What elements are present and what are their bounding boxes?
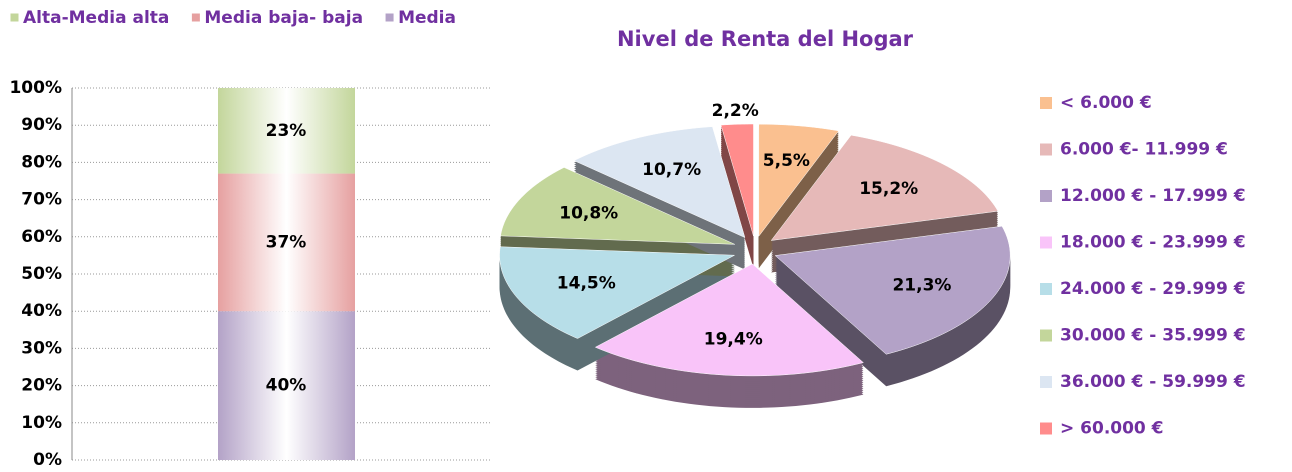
- y-tick-label: 60%: [21, 227, 62, 247]
- legend-swatch: [1040, 376, 1052, 388]
- data-label: 10,8%: [559, 204, 618, 224]
- legend-label: 6.000 €- 11.999 €: [1060, 140, 1228, 160]
- legend-label: 36.000 € - 59.999 €: [1060, 372, 1246, 392]
- data-label: 19,4%: [704, 330, 763, 350]
- legend-swatch: [1040, 236, 1052, 249]
- legend-swatch: [384, 12, 395, 23]
- legend-swatch: [1040, 329, 1052, 342]
- y-tick-label: 40%: [21, 301, 62, 321]
- y-tick-label: 10%: [21, 413, 62, 433]
- slice: [774, 225, 1011, 355]
- bar-segment: [218, 311, 355, 460]
- slice: [500, 167, 735, 245]
- slice: [770, 134, 999, 241]
- y-tick-label: 0%: [33, 450, 62, 470]
- data-label: 40%: [266, 376, 307, 396]
- legend-swatch: [1040, 190, 1052, 202]
- legend-swatch: [9, 12, 20, 23]
- slice: [594, 263, 864, 377]
- y-tick-label: 100%: [9, 78, 62, 98]
- data-label: 23%: [266, 121, 307, 141]
- slice: [573, 126, 746, 239]
- slice: [758, 123, 840, 237]
- legend-label: 18.000 € - 23.999 €: [1060, 233, 1246, 253]
- bar-segment: [218, 173, 355, 312]
- legend-swatch: [1040, 422, 1052, 435]
- legend-label: 24.000 € - 29.999 €: [1060, 279, 1246, 299]
- y-tick-label: 30%: [21, 338, 62, 358]
- data-label: 10,7%: [642, 160, 701, 180]
- legend-label: > 60.000 €: [1060, 419, 1164, 439]
- legend-swatch: [1040, 97, 1052, 109]
- legend-label: < 6.000 €: [1060, 93, 1152, 113]
- slice: [720, 123, 754, 237]
- legend-label: Media baja- baja: [204, 8, 363, 28]
- y-tick-label: 80%: [21, 152, 62, 172]
- y-tick-label: 50%: [21, 264, 62, 284]
- bar-segment: [218, 88, 355, 174]
- legend-swatch: [1040, 283, 1052, 295]
- data-label: 37%: [266, 232, 307, 252]
- y-tick-label: 90%: [21, 115, 62, 135]
- slice: [499, 246, 736, 339]
- legend-swatch: [1040, 143, 1052, 156]
- data-label: 14,5%: [557, 274, 616, 294]
- data-label: 5,5%: [763, 151, 810, 171]
- data-label: 21,3%: [892, 276, 951, 296]
- y-tick-label: 70%: [21, 190, 62, 210]
- legend-label: Alta-Media alta: [23, 8, 169, 28]
- legend-label: 30.000 € - 35.999 €: [1060, 326, 1246, 346]
- data-label: 2,2%: [712, 101, 759, 121]
- legend-label: 12.000 € - 17.999 €: [1060, 186, 1246, 206]
- y-tick-label: 20%: [21, 376, 62, 396]
- legend-label: Media: [398, 8, 456, 28]
- legend-swatch: [190, 12, 201, 23]
- pie-title: Nivel de Renta del Hogar: [617, 27, 914, 51]
- data-label: 15,2%: [859, 179, 918, 199]
